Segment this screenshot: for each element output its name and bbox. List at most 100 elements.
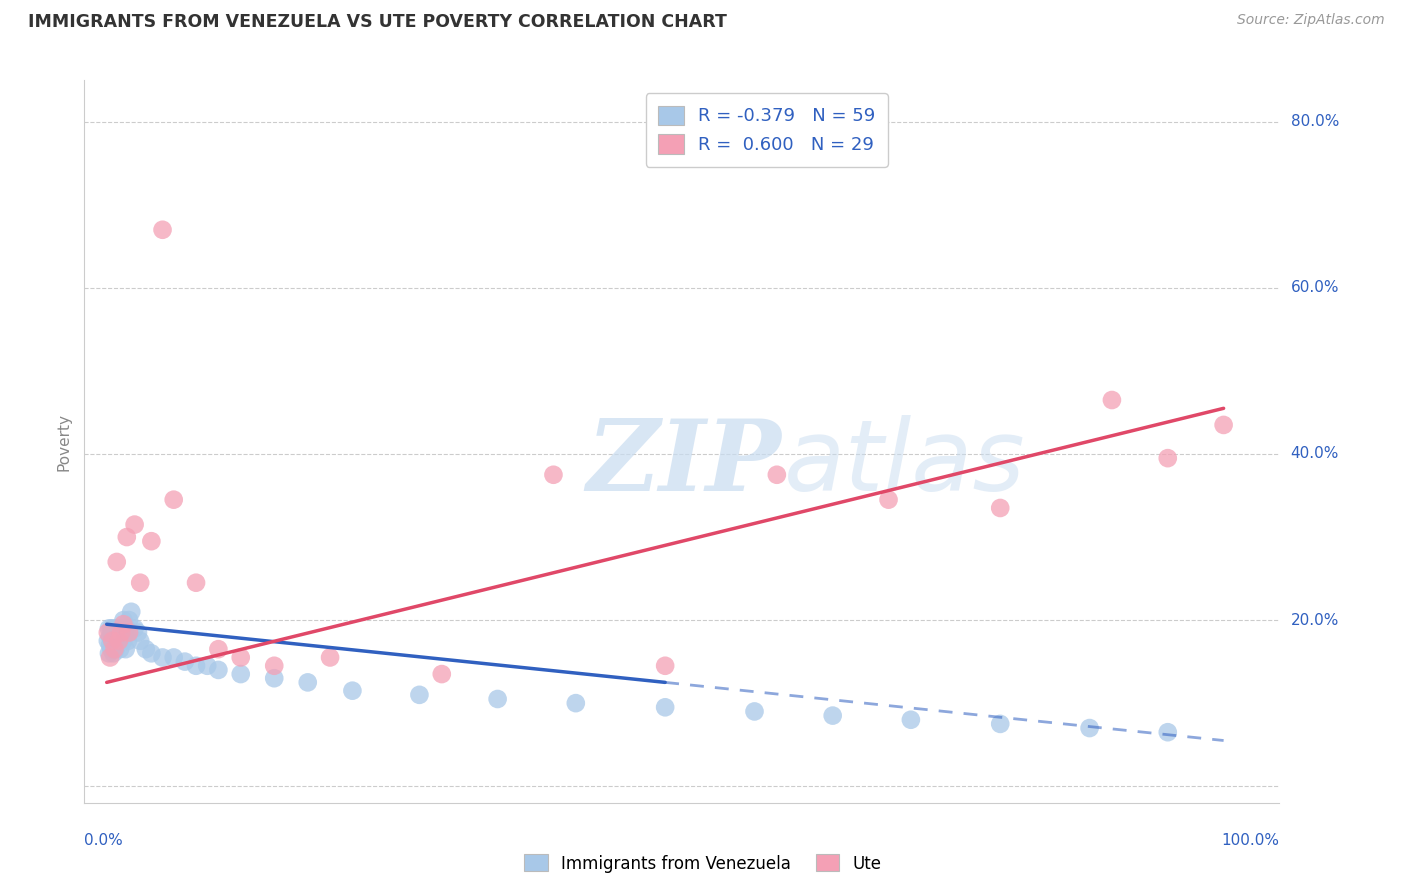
Point [766,467,789,482]
Text: 0.0%: 0.0% [84,833,124,848]
Point [1078,721,1101,735]
Point [107,633,129,648]
Point [1157,451,1180,466]
Point [101,625,124,640]
Point [129,575,152,590]
Point [430,667,453,681]
Point [105,630,128,644]
Point [135,642,157,657]
Point [112,617,135,632]
Point [108,633,131,648]
Point [105,555,128,569]
Text: IMMIGRANTS FROM VENEZUELA VS UTE POVERTY CORRELATION CHART: IMMIGRANTS FROM VENEZUELA VS UTE POVERTY… [28,13,727,31]
Point [97,621,120,635]
Text: 40.0%: 40.0% [1291,447,1339,461]
Point [115,530,138,544]
Point [342,683,364,698]
Point [108,625,131,640]
Point [118,613,141,627]
Point [152,223,174,237]
Point [229,650,252,665]
Point [115,621,138,635]
Text: ZIP: ZIP [586,415,782,511]
Point [98,630,121,644]
Text: 60.0%: 60.0% [1291,280,1339,295]
Point [97,625,120,640]
Legend: Immigrants from Venezuela, Ute: Immigrants from Venezuela, Ute [517,847,889,880]
Text: 80.0%: 80.0% [1291,114,1339,129]
Point [100,621,122,635]
Point [98,650,121,665]
Point [184,658,207,673]
Point [104,625,127,640]
Text: Source: ZipAtlas.com: Source: ZipAtlas.com [1237,13,1385,28]
Point [110,625,132,640]
Point [101,633,124,648]
Point [103,621,125,635]
Point [1212,417,1234,432]
Point [124,517,146,532]
Point [103,642,125,657]
Point [408,688,430,702]
Point [129,633,152,648]
Point [120,605,142,619]
Point [543,467,565,482]
Point [117,633,139,648]
Point [141,646,163,660]
Legend: R = -0.379   N = 59, R =  0.600   N = 29: R = -0.379 N = 59, R = 0.600 N = 29 [645,93,889,167]
Point [163,650,186,665]
Point [207,642,229,657]
Point [141,534,163,549]
Y-axis label: Poverty: Poverty [56,412,72,471]
Point [263,671,285,685]
Point [173,655,195,669]
Point [100,642,122,657]
Point [110,621,132,635]
Point [103,646,125,660]
Point [114,625,136,640]
Point [124,621,146,635]
Point [297,675,319,690]
Point [900,713,922,727]
Point [98,638,121,652]
Point [105,621,128,635]
Text: 100.0%: 100.0% [1222,833,1279,848]
Point [988,500,1011,515]
Point [486,692,509,706]
Point [1101,392,1123,407]
Point [107,625,129,640]
Text: 20.0%: 20.0% [1291,613,1339,628]
Point [103,633,125,648]
Point [111,633,134,648]
Point [114,642,136,657]
Point [112,633,135,648]
Point [654,700,676,714]
Point [877,492,900,507]
Point [821,708,844,723]
Point [654,658,676,673]
Point [110,630,132,644]
Point [108,633,131,648]
Point [103,630,125,644]
Point [97,646,120,660]
Point [97,633,120,648]
Point [319,650,342,665]
Point [104,642,127,657]
Point [127,625,149,640]
Point [108,642,131,657]
Point [229,667,252,681]
Point [112,613,135,627]
Point [565,696,588,710]
Point [184,575,207,590]
Point [263,658,285,673]
Point [744,705,766,719]
Point [163,492,186,507]
Point [101,633,124,648]
Text: atlas: atlas [783,415,1025,512]
Point [988,717,1011,731]
Point [118,625,141,640]
Point [108,630,131,644]
Point [207,663,229,677]
Point [1157,725,1180,739]
Point [195,658,218,673]
